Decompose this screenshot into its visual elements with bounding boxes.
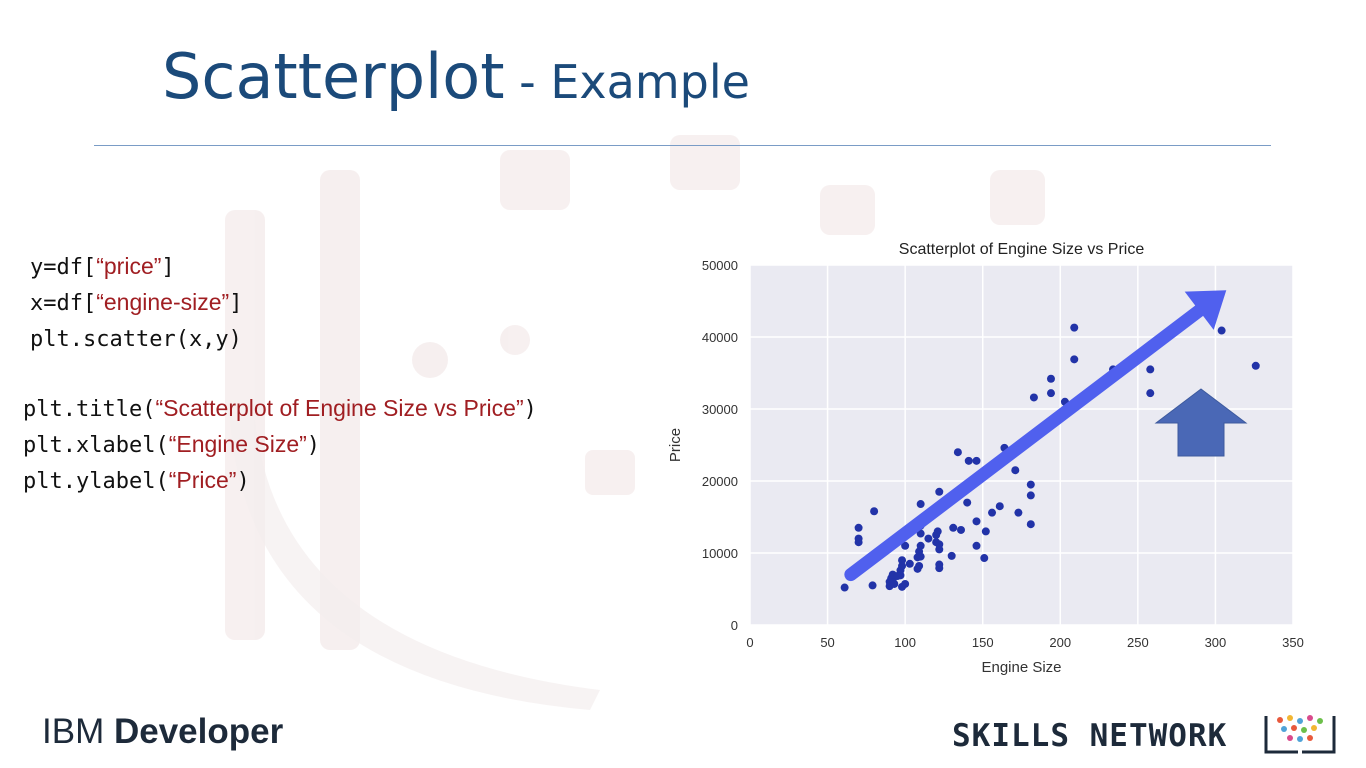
data-point	[949, 523, 958, 532]
code-line: plt.ylabel(“Price”)	[23, 467, 250, 494]
y-axis-label: Price	[667, 428, 684, 462]
chart-title: Scatterplot of Engine Size vs Price	[899, 241, 1145, 258]
data-point	[1046, 374, 1055, 383]
data-point	[1217, 326, 1226, 335]
data-point	[988, 508, 997, 517]
data-point	[868, 581, 877, 590]
data-point	[1026, 520, 1035, 529]
data-point	[898, 556, 907, 565]
data-point	[901, 579, 910, 588]
data-point	[980, 554, 989, 563]
data-point	[995, 502, 1004, 511]
data-point	[1026, 491, 1035, 500]
developer-text: Developer	[113, 712, 284, 751]
x-tick-label: 350	[1282, 635, 1304, 650]
x-tick-label: 0	[746, 635, 753, 650]
skills-network-logo-icon	[1264, 715, 1336, 754]
data-point	[854, 538, 863, 547]
data-point	[972, 517, 981, 526]
slide-title-main: Scatterplot	[162, 40, 505, 113]
x-tick-label: 300	[1205, 635, 1227, 650]
x-tick-label: 100	[894, 635, 916, 650]
data-point	[935, 560, 944, 569]
trend-arrow-shaft	[844, 304, 1206, 582]
y-tick-label: 0	[731, 618, 738, 633]
data-point	[1046, 389, 1055, 398]
slide-title-sub: - Example	[504, 55, 750, 109]
data-point	[1029, 393, 1038, 402]
data-point	[901, 541, 910, 550]
data-point	[1070, 355, 1079, 364]
data-point	[935, 540, 944, 549]
data-point	[916, 552, 925, 561]
code-line: y=df[“price”]	[30, 253, 175, 280]
data-point	[1146, 365, 1155, 374]
data-point	[956, 525, 965, 534]
y-tick-label: 10000	[702, 546, 738, 561]
data-point	[915, 561, 924, 570]
data-point	[972, 456, 981, 465]
data-point	[916, 500, 925, 509]
y-tick-label: 20000	[702, 474, 738, 489]
data-point	[898, 561, 907, 570]
x-tick-label: 50	[820, 635, 834, 650]
code-block-data: y=df[“price”] x=df[“engine-size”] plt.sc…	[30, 249, 242, 357]
skills-network-text: SKILLS NETWORK	[952, 718, 1228, 754]
data-point	[854, 523, 863, 532]
data-point	[935, 487, 944, 496]
data-point	[840, 583, 849, 592]
data-point	[981, 527, 990, 536]
data-point	[924, 534, 933, 543]
ibm-developer-logo: IBM Developer	[42, 712, 283, 752]
data-point	[870, 507, 879, 516]
code-line: plt.scatter(x,y)	[30, 327, 242, 352]
y-tick-label: 40000	[702, 330, 738, 345]
code-line: plt.xlabel(“Engine Size”)	[23, 431, 321, 458]
trend-arrow-head	[1184, 290, 1227, 330]
x-tick-label: 150	[972, 635, 994, 650]
data-point	[1011, 466, 1020, 475]
data-point	[1070, 323, 1079, 332]
data-point	[964, 456, 973, 465]
data-point	[893, 572, 902, 581]
scatter-chart-svg: 0 50 100 150 200 250 300 350 0 10000 20000 30000 400…	[667, 241, 1304, 676]
y-tick-label: 50000	[702, 258, 738, 273]
x-tick-label: 250	[1127, 635, 1149, 650]
data-point	[1026, 480, 1035, 489]
code-block-labels: plt.title(“Scatterplot of Engine Size vs…	[23, 391, 537, 499]
data-point	[963, 498, 972, 507]
data-point	[1146, 389, 1155, 398]
data-point	[1014, 508, 1023, 517]
data-point	[953, 448, 962, 457]
data-point	[947, 551, 956, 560]
code-line: x=df[“engine-size”]	[30, 289, 243, 316]
data-point	[916, 541, 925, 550]
data-point	[905, 559, 914, 568]
up-block-arrow	[1154, 388, 1248, 457]
data-point	[972, 541, 981, 550]
x-tick-label: 200	[1049, 635, 1071, 650]
slide-title: Scatterplot - Example	[162, 40, 750, 113]
x-axis-label: Engine Size	[981, 659, 1061, 676]
y-tick-label: 30000	[702, 402, 738, 417]
data-point	[916, 529, 925, 538]
scatter-chart: 0 50 100 150 200 250 300 350 0 10000 20000 30000 400…	[660, 230, 1310, 685]
data-point	[890, 579, 899, 588]
title-divider	[94, 145, 1271, 146]
code-line: plt.title(“Scatterplot of Engine Size vs…	[23, 395, 537, 422]
data-point	[933, 527, 942, 536]
data-point	[1251, 361, 1260, 370]
ibm-text: IBM	[42, 712, 105, 751]
